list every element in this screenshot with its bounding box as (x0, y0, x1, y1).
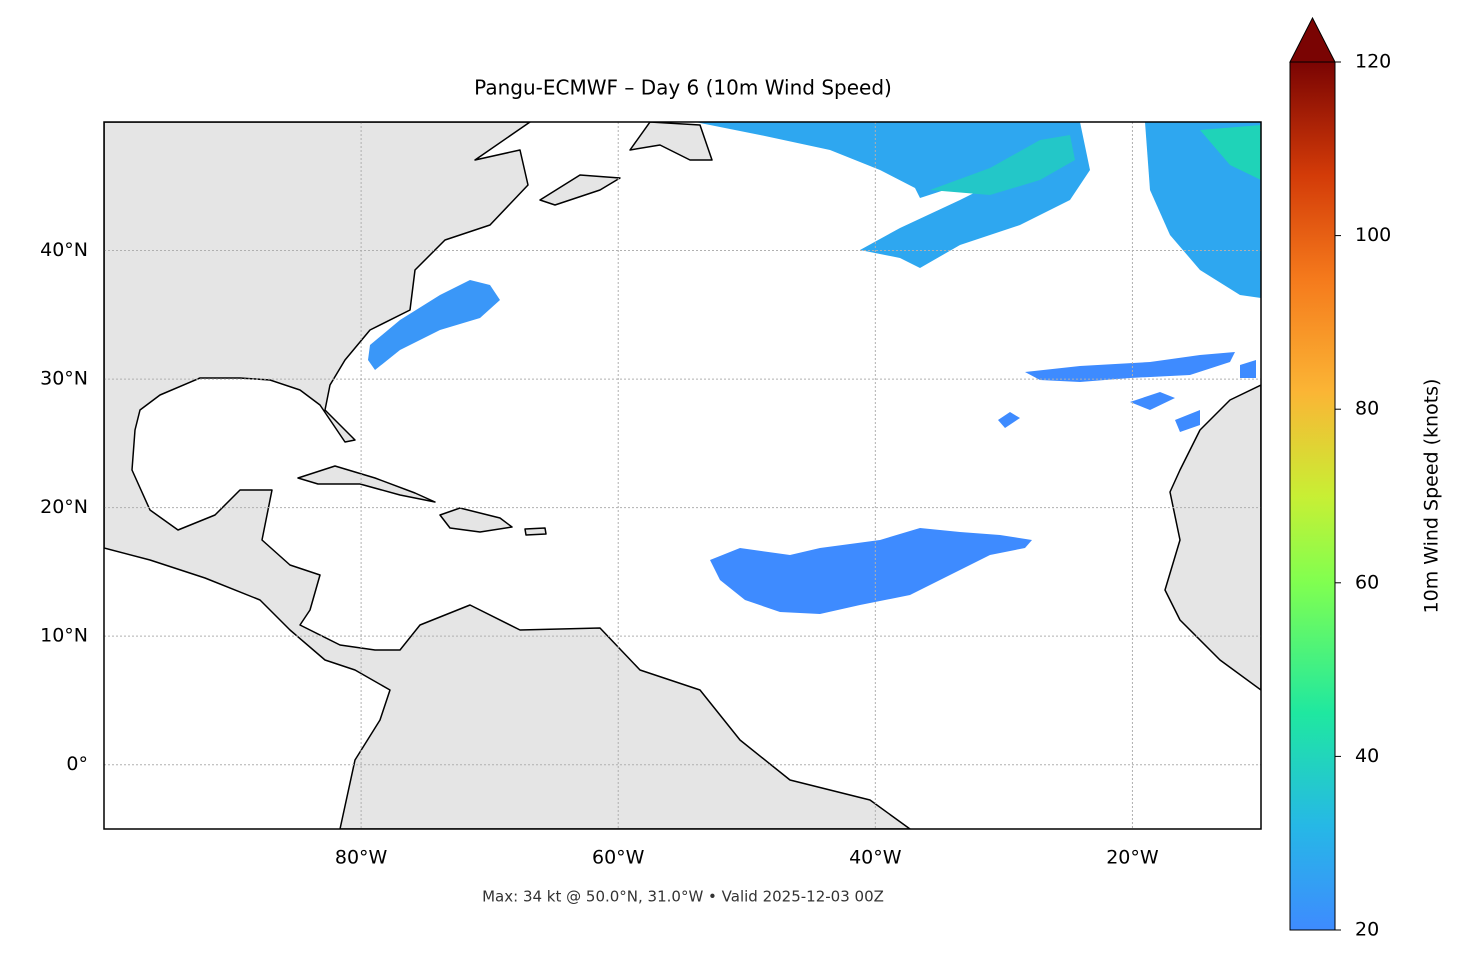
wind-area (1175, 410, 1200, 432)
x-tick-label: 80°W (335, 847, 388, 869)
y-tick-label: 0° (66, 753, 88, 775)
x-tick-label: 60°W (592, 847, 645, 869)
colorbar-tick-label: 20 (1355, 919, 1379, 941)
wind-area (710, 528, 1032, 614)
x-tick-label: 40°W (849, 847, 902, 869)
colorbar-tick-label: 100 (1355, 224, 1391, 246)
wind-area (368, 280, 500, 370)
y-tick-label: 30°N (40, 368, 88, 390)
y-tick-label: 10°N (40, 625, 88, 647)
land (524, 527, 547, 536)
wind-area (1240, 360, 1256, 378)
chart-title: Pangu-ECMWF – Day 6 (10m Wind Speed) (474, 76, 892, 100)
wind-area (1200, 125, 1261, 180)
land (629, 122, 713, 161)
y-tick-label: 20°N (40, 496, 88, 518)
colorbar-tick-label: 80 (1355, 398, 1379, 420)
wind-area (695, 122, 1090, 268)
wind-area (1130, 392, 1175, 410)
colorbar-tick-label: 60 (1355, 571, 1379, 593)
x-tick-label: 20°W (1106, 847, 1159, 869)
wind-area (1025, 352, 1235, 382)
colorbar-tick-label: 40 (1355, 745, 1379, 767)
wind-area (1145, 122, 1261, 298)
y-tick-label: 40°N (40, 239, 88, 261)
land (297, 465, 436, 503)
colorbar-frame (1289, 61, 1336, 931)
land (1164, 384, 1261, 691)
colorbar-fill (1290, 62, 1335, 930)
wind-field (368, 122, 1261, 614)
colorbar-extend (1289, 16, 1336, 63)
wind-area (930, 135, 1075, 195)
colorbar: 20 40 60 80 100 120 10m Wind Speed (knots) (1289, 16, 1443, 941)
land (539, 174, 621, 206)
map (104, 122, 1261, 829)
wind-area (998, 412, 1020, 428)
land (104, 122, 911, 829)
map-frame (103, 121, 1262, 830)
colorbar-label: 10m Wind Speed (knots) (1421, 379, 1443, 614)
colorbar-tick-label: 120 (1355, 51, 1391, 73)
annotation: Max: 34 kt @ 50.0°N, 31.0°W • Valid 2025… (482, 888, 884, 906)
